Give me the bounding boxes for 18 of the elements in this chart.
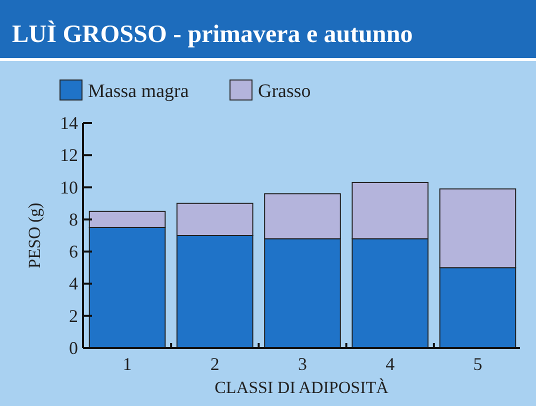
y-tick-label: 8 (69, 209, 78, 230)
y-tick-label: 12 (60, 145, 78, 166)
y-tick-label: 14 (60, 113, 78, 133)
y-tick-label: 10 (60, 177, 78, 198)
y-axis-title: PESO (g) (25, 202, 44, 268)
x-axis-title: CLASSI DI ADIPOSITÀ (214, 378, 390, 397)
y-tick-label: 2 (69, 306, 78, 326)
x-tick-label: 2 (210, 354, 220, 374)
chart-title: LUÌ GROSSO - primavera e autunno (12, 20, 413, 48)
x-tick-label: 4 (386, 354, 395, 374)
legend-label: Grasso (258, 81, 311, 102)
y-tick-label: 0 (69, 338, 78, 358)
x-tick-label: 3 (298, 354, 307, 374)
legend-label: Massa magra (88, 81, 190, 102)
x-tick-label: 5 (473, 354, 482, 374)
y-tick-label: 4 (69, 274, 78, 294)
y-tick-label: 6 (69, 242, 78, 262)
x-tick-label: 1 (122, 354, 132, 374)
